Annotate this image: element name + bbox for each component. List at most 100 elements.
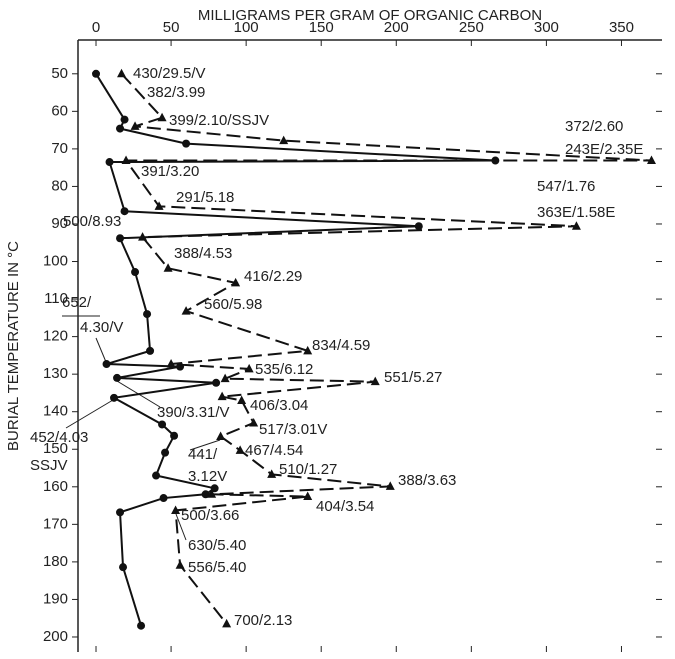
- point: [231, 277, 241, 287]
- point: [102, 360, 111, 369]
- x-tick-label: 250: [459, 19, 484, 36]
- x-tick-label: 50: [163, 19, 180, 36]
- point: [571, 221, 581, 230]
- point: [175, 560, 185, 569]
- x-axis-title: MILLIGRAMS PER GRAM OF ORGANIC CARBON: [198, 7, 542, 24]
- point: [116, 508, 125, 517]
- annotation: 630/5.40: [188, 537, 246, 554]
- leader-line: [175, 513, 187, 541]
- point: [222, 618, 232, 628]
- annotation: 382/3.99: [147, 84, 205, 101]
- annotation: 500/3.66: [181, 507, 239, 524]
- leader-line: [95, 337, 107, 363]
- x-tick-label: 100: [234, 19, 259, 36]
- point: [210, 484, 219, 493]
- point: [267, 469, 277, 478]
- annotation: 243E/2.35E: [565, 141, 643, 158]
- annotation: 700/2.13: [234, 612, 292, 629]
- annotation: 372/2.60: [565, 118, 623, 135]
- point: [116, 234, 125, 243]
- point: [217, 391, 227, 401]
- annotation: 404/3.54: [316, 498, 374, 515]
- y-tick-label: 80: [51, 177, 68, 194]
- point: [212, 378, 221, 387]
- point: [279, 135, 289, 145]
- point: [207, 489, 217, 498]
- point: [143, 310, 152, 319]
- y-tick-label: 90: [51, 215, 68, 232]
- x-tick-label: 300: [534, 19, 559, 36]
- annotation: 452/4.03: [30, 429, 88, 446]
- point: [161, 448, 170, 457]
- annotation: 500/8.93: [63, 213, 121, 230]
- x-tick-label: 0: [92, 19, 100, 36]
- point: [116, 124, 125, 133]
- point: [235, 445, 245, 454]
- annotation: 291/5.18: [176, 189, 234, 206]
- annotation: 391/3.20: [141, 163, 199, 180]
- annotation: 363E/1.58E: [537, 204, 615, 221]
- y-tick-label: 50: [51, 65, 68, 82]
- y-tick-label: 110: [44, 290, 68, 307]
- point: [170, 431, 179, 440]
- annotation: 388/3.63: [398, 472, 456, 489]
- y-tick-label: 180: [43, 553, 68, 570]
- point: [158, 420, 167, 429]
- annotation: 652/: [62, 294, 92, 311]
- point: [152, 471, 161, 480]
- annotation: SSJV: [30, 457, 68, 474]
- y-tick-label: 120: [43, 328, 68, 345]
- point: [105, 158, 114, 167]
- point: [182, 139, 191, 148]
- point: [171, 505, 181, 514]
- point: [159, 494, 168, 503]
- point: [120, 115, 129, 124]
- annotation: 416/2.29: [244, 268, 302, 285]
- point: [138, 232, 148, 241]
- x-tick-label: 150: [309, 19, 334, 36]
- point: [131, 268, 140, 277]
- point: [303, 345, 313, 355]
- series-line: [95, 73, 496, 627]
- y-tick-label: 150: [43, 440, 68, 457]
- annotation: 834/4.59: [312, 337, 370, 354]
- y-tick-label: 70: [51, 140, 68, 157]
- annotation: 517/3.01V: [259, 421, 327, 438]
- annotation: 547/1.76: [537, 178, 595, 195]
- point: [92, 69, 101, 78]
- point: [201, 490, 210, 499]
- point: [110, 393, 119, 402]
- point: [237, 395, 247, 404]
- annotation: 551/5.27: [384, 369, 442, 386]
- y-tick-label: 160: [43, 478, 68, 495]
- point: [113, 373, 122, 382]
- y-tick-label: 140: [43, 403, 68, 420]
- y-tick-label: 60: [51, 102, 68, 119]
- point: [181, 306, 191, 315]
- point: [130, 121, 140, 130]
- point: [146, 346, 155, 355]
- point: [370, 376, 380, 386]
- annotation: 535/6.12: [255, 361, 313, 378]
- point: [414, 222, 423, 231]
- annotation: 388/4.53: [174, 245, 232, 262]
- x-tick-label: 200: [384, 19, 409, 36]
- point: [154, 201, 164, 210]
- y-axis-title: BURIAL TEMPERATURE IN °C: [5, 241, 22, 451]
- y-tick-label: 190: [43, 590, 68, 607]
- annotation: 441/: [188, 446, 218, 463]
- y-tick-label: 100: [43, 252, 68, 269]
- annotation: 556/5.40: [188, 559, 246, 576]
- annotation: 399/2.10/SSJV: [169, 112, 269, 129]
- point: [137, 621, 146, 630]
- point: [117, 68, 127, 78]
- annotation: 560/5.98: [204, 296, 262, 313]
- point: [249, 417, 259, 427]
- point: [646, 155, 656, 165]
- point: [244, 363, 254, 373]
- annotation: 430/29.5/V: [133, 65, 206, 82]
- annotation: 406/3.04: [250, 397, 308, 414]
- point: [121, 155, 131, 165]
- y-tick-label: 130: [43, 365, 68, 382]
